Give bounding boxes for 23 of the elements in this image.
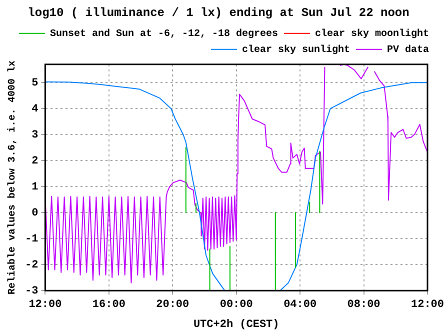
legend-label: PV data (386, 44, 430, 56)
y-tick-label: -3 (25, 285, 39, 298)
y-tick-label: 4 (32, 103, 39, 116)
x-tick-label: 12:00 (28, 298, 62, 311)
x-tick-label: 08:00 (347, 298, 380, 311)
x-axis-title: UTC+2h (CEST) (193, 319, 280, 332)
y-axis-title: Reliable values below 3.6, i.e. 4000 lx (6, 60, 19, 295)
y-tick-label: -1 (25, 233, 39, 246)
y-tick-label: 2 (32, 155, 38, 168)
legend-label: clear sky moonlight (314, 28, 430, 40)
x-tick-label: 12:00 (410, 298, 444, 311)
legend-label: clear sky sunlight (242, 44, 350, 56)
chart-title: log10 ( illuminance / 1 lx) ending at Sun Jul 22 noon (28, 6, 410, 20)
x-tick-label: 20:00 (156, 298, 190, 311)
x-tick-label: 16:00 (92, 298, 126, 311)
x-tick-label: 04:00 (284, 298, 317, 311)
y-tick-label: 3 (32, 129, 39, 142)
y-tick-label: 0 (32, 207, 38, 220)
y-tick-label: -2 (25, 259, 38, 272)
y-tick-label: 1 (32, 181, 39, 194)
y-tick-label: 5 (32, 77, 39, 90)
legend-label: Sunset and Sun at -6, -12, -18 degrees (50, 28, 278, 40)
x-tick-label: 00:00 (220, 298, 253, 311)
